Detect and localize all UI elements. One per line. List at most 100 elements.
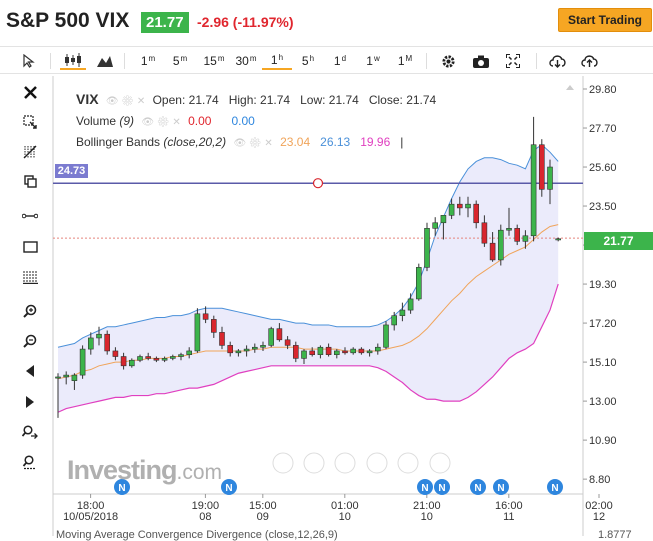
- candle: [129, 358, 135, 368]
- candle-body: [497, 229, 504, 261]
- candle: [120, 352, 127, 370]
- candle: [383, 321, 389, 350]
- start-trading-button[interactable]: Start Trading: [558, 8, 652, 32]
- news-marker-letter: N: [551, 483, 558, 494]
- news-marker-circle: [434, 479, 450, 495]
- candle: [292, 341, 299, 363]
- legend-symbol: VIX: [76, 91, 99, 107]
- magnet-icon[interactable]: [12, 140, 48, 164]
- trend-line-icon[interactable]: [12, 204, 48, 228]
- zoom-out-icon[interactable]: [12, 329, 48, 353]
- news-marker-circle: [221, 479, 237, 495]
- candle: [145, 352, 151, 361]
- price-axis: 29.8027.7025.6023.5021.4019.3017.2015.10…: [583, 84, 617, 486]
- navigator-icon: [272, 452, 294, 474]
- candle-body: [555, 238, 562, 241]
- news-marker-icon: N: [434, 479, 450, 495]
- news-marker-letter: N: [225, 483, 232, 494]
- interval-30m[interactable]: 30 m: [235, 53, 257, 69]
- candle: [252, 343, 258, 353]
- scroll-left-icon[interactable]: [12, 359, 48, 383]
- x-tick-label: 15:00: [249, 500, 277, 512]
- gear-icon[interactable]: [438, 52, 458, 70]
- legend-high-label: High:: [228, 93, 257, 107]
- news-marker-letter: N: [118, 483, 125, 494]
- legend-tools-icon[interactable]: 👁 ⚙ ✕: [105, 96, 146, 107]
- reset-zoom-icon[interactable]: [12, 420, 48, 444]
- close-icon[interactable]: [12, 80, 48, 104]
- candle: [497, 224, 504, 266]
- cursor-icon[interactable]: [20, 52, 38, 70]
- fullscreen-icon[interactable]: [503, 52, 523, 70]
- crosshair-select-icon[interactable]: [12, 110, 48, 134]
- legend-bb-separator: |: [400, 135, 404, 149]
- page-title: S&P 500 VIX: [6, 9, 130, 32]
- interval-15m[interactable]: 15 m: [203, 53, 225, 69]
- download-cloud-icon[interactable]: [546, 52, 568, 70]
- candle: [514, 224, 521, 246]
- candle-body: [104, 333, 110, 352]
- candle-body: [407, 298, 414, 311]
- toolbar-divider: [536, 53, 537, 69]
- x-tick-sublabel: 10: [421, 511, 433, 523]
- copy-icon[interactable]: [12, 169, 48, 193]
- x-tick-sublabel: 11: [503, 511, 514, 523]
- candle-body: [292, 345, 299, 359]
- candle-body: [547, 166, 553, 190]
- legend-volume-tools-icon[interactable]: 👁 ⚙ ✕: [141, 117, 181, 128]
- candle: [309, 347, 316, 357]
- auto-scale-icon[interactable]: [12, 450, 48, 474]
- candle: [260, 341, 266, 351]
- navigator-icon: [303, 452, 325, 474]
- area-chart-icon[interactable]: [94, 52, 116, 70]
- candle-body: [522, 235, 529, 242]
- candle-body: [129, 359, 135, 367]
- candle-body: [96, 333, 102, 339]
- candle-body: [342, 350, 348, 354]
- y-tick-label: 13.00: [589, 396, 617, 408]
- candle-body: [153, 358, 160, 361]
- candle-body: [88, 337, 94, 350]
- zoom-in-icon[interactable]: [12, 299, 48, 323]
- candle-body: [276, 328, 283, 341]
- candle-body: [333, 350, 340, 355]
- candle: [317, 345, 324, 359]
- candle: [63, 371, 70, 385]
- scroll-right-icon[interactable]: [12, 390, 48, 414]
- candle-body: [530, 144, 537, 237]
- x-tick-label: 02:00: [585, 500, 613, 512]
- investing-logo: Investing.com: [67, 455, 223, 485]
- candle: [170, 354, 176, 361]
- fibonacci-icon[interactable]: [12, 265, 48, 289]
- candle-body: [145, 356, 151, 359]
- candle-body: [260, 345, 266, 348]
- candle: [194, 308, 201, 353]
- horizontal-level[interactable]: [53, 178, 583, 239]
- candle: [178, 352, 184, 361]
- candle: [153, 356, 160, 363]
- y-tick-label: 23.50: [589, 201, 617, 213]
- rectangle-tool-icon[interactable]: [12, 235, 48, 259]
- candle-body: [268, 328, 275, 346]
- candle-body: [178, 354, 184, 357]
- legend-volume-row: Volume (9) 👁 ⚙ ✕ 0.00 0.00: [76, 114, 255, 130]
- candle: [448, 198, 455, 220]
- candlestick-chart-icon[interactable]: [60, 52, 86, 70]
- legend-bb-tools-icon[interactable]: 👁 ⚙ ✕: [233, 138, 273, 149]
- candle: [71, 373, 78, 390]
- news-marker-icon: N: [221, 479, 237, 495]
- candle: [284, 336, 291, 350]
- upload-cloud-icon[interactable]: [578, 52, 600, 70]
- camera-icon[interactable]: [470, 52, 492, 70]
- legend-bb-mid: 26.13: [320, 135, 351, 149]
- candle: [137, 354, 143, 363]
- news-marker-circle: [493, 479, 509, 495]
- y-tick-label: 15.10: [589, 357, 617, 369]
